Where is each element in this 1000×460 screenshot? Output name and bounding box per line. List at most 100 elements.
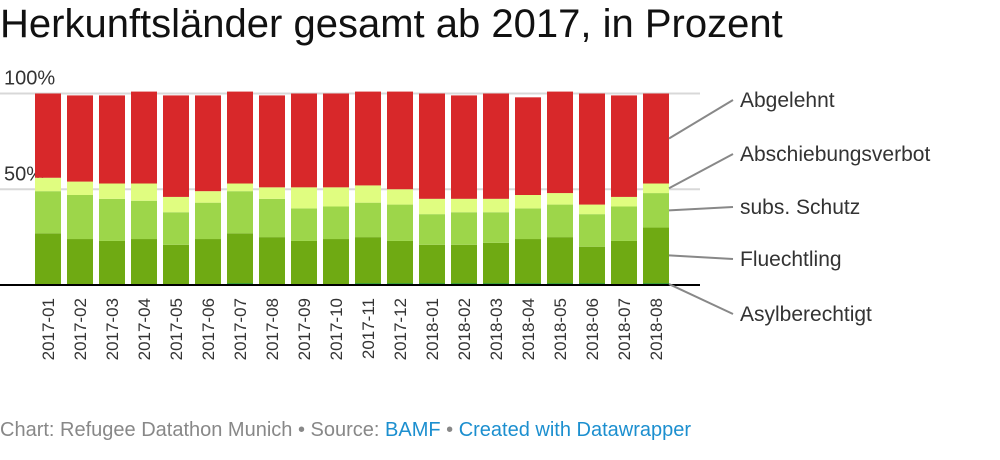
leader-line (668, 283, 734, 315)
x-tick-label: 2018-08 (647, 298, 666, 360)
x-tick-label: 2018-07 (615, 298, 634, 360)
bar-segment-abschiebungsverbot (195, 191, 221, 203)
bar-segment-abschiebungsverbot (259, 187, 285, 199)
bar-segment-abgelehnt (99, 95, 125, 184)
bar-segment-abschiebungsverbot (163, 196, 189, 213)
bar-segment-abgelehnt (643, 93, 669, 184)
bar-segment-abschiebungsverbot (323, 187, 349, 207)
bar-segment-subs-schutz (99, 198, 125, 241)
x-tick-label: 2017-02 (71, 298, 90, 360)
x-tick-label: 2017-11 (359, 298, 378, 359)
legend-label: Abschiebungsverbot (740, 143, 930, 166)
legend-label: Abgelehnt (740, 89, 835, 112)
footer-sep: • (440, 419, 459, 441)
bar-segment-abgelehnt (227, 91, 253, 184)
bar-segment-subs-schutz (643, 193, 669, 228)
bar-segment-subs-schutz (131, 200, 157, 240)
bar-segment-fluechtling (99, 240, 125, 285)
bar-segment-fluechtling (643, 227, 669, 284)
x-tick-label: 2018-03 (487, 298, 506, 360)
bar-segment-subs-schutz (611, 206, 637, 241)
bar-segment-subs-schutz (35, 191, 61, 234)
bar-segment-abgelehnt (547, 91, 573, 194)
bar-segment-fluechtling (483, 242, 509, 284)
bar-segment-fluechtling (355, 237, 381, 284)
chart-title: Herkunftsländer gesamt ab 2017, in Proze… (0, 2, 783, 46)
bar-segment-subs-schutz (67, 194, 93, 240)
bar-segment-abgelehnt (419, 93, 445, 199)
bar-segment-abschiebungsverbot (579, 204, 605, 215)
x-tick-label: 2017-05 (167, 298, 186, 360)
bar-segment-fluechtling (579, 246, 605, 284)
bar-segment-subs-schutz (259, 198, 285, 238)
leader-line (668, 99, 734, 140)
bar-segment-abgelehnt (387, 91, 413, 190)
legend-label: Fluechtling (740, 248, 842, 271)
bar-segment-fluechtling (547, 237, 573, 284)
bar-segment-abschiebungsverbot (67, 181, 93, 195)
bar-segment-abgelehnt (195, 95, 221, 192)
bar-segment-fluechtling (259, 237, 285, 285)
bar-segment-abgelehnt (611, 95, 637, 197)
bar-segment-abgelehnt (67, 95, 93, 182)
bar-segment-fluechtling (419, 244, 445, 284)
legend-label: subs. Schutz (740, 196, 860, 219)
bar-segment-fluechtling (227, 233, 253, 284)
x-tick-label: 2017-06 (199, 298, 218, 360)
x-tick-label: 2018-06 (583, 298, 602, 360)
bar-segment-abgelehnt (35, 93, 61, 178)
source-link[interactable]: BAMF (385, 419, 441, 441)
bar-segment-abgelehnt (579, 93, 605, 205)
bar-segment-abgelehnt (451, 95, 477, 199)
bar-segment-abschiebungsverbot (35, 177, 61, 192)
bar-segment-abgelehnt (163, 95, 189, 197)
bar-segment-abschiebungsverbot (291, 187, 317, 209)
bar-segment-subs-schutz (355, 202, 381, 238)
x-tick-label: 2017-08 (263, 298, 282, 360)
bar-segment-abgelehnt (291, 93, 317, 188)
chart-footer: Chart: Refugee Datathon Munich • Source:… (0, 419, 691, 442)
bar-segment-subs-schutz (387, 204, 413, 241)
x-tick-label: 2017-04 (135, 298, 154, 360)
x-tick-label: 2018-01 (423, 298, 442, 360)
bar-segment-abgelehnt (483, 93, 509, 199)
bar-segment-subs-schutz (227, 191, 253, 234)
bar-segment-subs-schutz (579, 214, 605, 247)
bar-segment-abschiebungsverbot (387, 189, 413, 205)
x-tick-label: 2018-05 (551, 298, 570, 360)
bar-segment-fluechtling (131, 239, 157, 285)
x-tick-label: 2017-12 (391, 298, 410, 360)
bar-segment-subs-schutz (515, 208, 541, 240)
legend-label: Asylberechtigt (740, 303, 872, 326)
bar-segment-abschiebungsverbot (355, 185, 381, 203)
bar-segment-abschiebungsverbot (131, 183, 157, 201)
bar-segment-fluechtling (611, 240, 637, 285)
x-tick-label: 2017-03 (103, 298, 122, 360)
bar-segment-subs-schutz (483, 212, 509, 243)
bar-segment-subs-schutz (195, 202, 221, 240)
datawrapper-link[interactable]: Created with Datawrapper (458, 419, 692, 441)
leader-line (668, 153, 734, 190)
y-tick-label: 50% (4, 163, 44, 185)
bar-segment-fluechtling (451, 244, 477, 284)
footer-sep: • Source: (292, 419, 386, 441)
bar-segment-abschiebungsverbot (227, 183, 253, 192)
bar-segment-abgelehnt (259, 95, 285, 188)
bar-segment-subs-schutz (451, 212, 477, 245)
bar-segment-fluechtling (35, 233, 61, 285)
bar-segment-abgelehnt (323, 93, 349, 188)
bar-segment-abgelehnt (515, 97, 541, 195)
bar-segment-fluechtling (387, 240, 413, 284)
bar-segment-subs-schutz (547, 204, 573, 238)
x-tick-label: 2018-02 (455, 298, 474, 360)
footer-prefix: Chart: Refugee Datathon Munich (0, 419, 293, 441)
bar-segment-abschiebungsverbot (547, 193, 573, 205)
bar-segment-subs-schutz (291, 208, 317, 241)
x-tick-label: 2017-09 (295, 298, 314, 360)
leader-line (668, 206, 734, 212)
bar-segment-abschiebungsverbot (643, 183, 669, 194)
bar-segment-abgelehnt (131, 91, 157, 184)
y-tick-label: 100% (4, 68, 55, 90)
bar-segment-fluechtling (195, 239, 221, 285)
